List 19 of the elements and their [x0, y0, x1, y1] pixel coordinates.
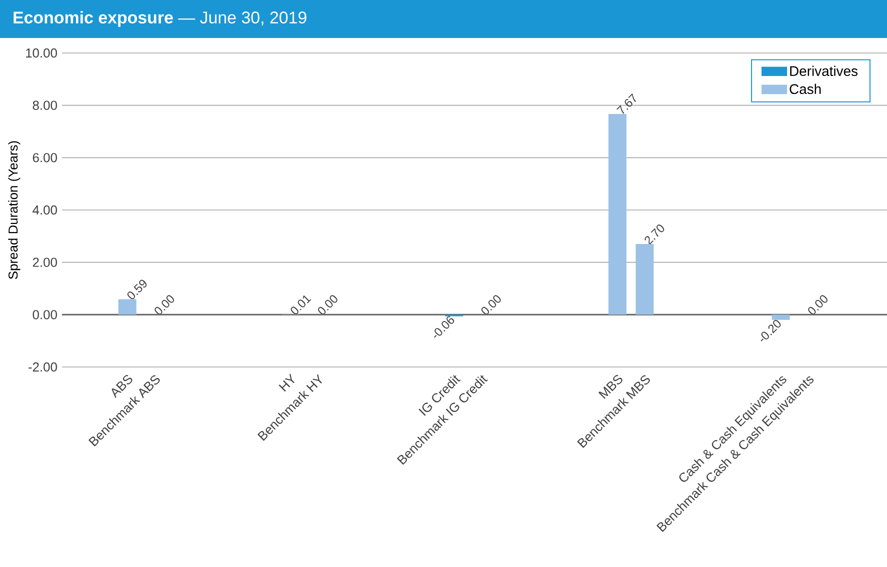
total-label: 0.00	[154, 295, 174, 315]
total-label: 2.70	[644, 224, 664, 245]
y-tick-label: -2.00	[28, 362, 57, 372]
total-label: 0.00	[808, 295, 828, 315]
y-tick-label: 2.00	[32, 258, 57, 267]
y-tick-label: 4.00	[32, 205, 57, 215]
total-label: 0.01	[290, 295, 312, 314]
total-label: 0.00	[481, 295, 501, 315]
y-tick-label: 10.00	[26, 48, 57, 58]
y-tick-label: 8.00	[32, 100, 57, 110]
chart-title: Economic exposure — June 30, 2019	[14, 11, 306, 27]
total-label: 0.00	[318, 295, 338, 315]
legend-label: Derivatives	[790, 66, 858, 76]
y-axis-title: Spread Duration (Years)	[8, 141, 20, 279]
y-tick-label: 0.00	[32, 310, 57, 320]
total-label: 0.59	[127, 280, 147, 300]
y-tick-label: 6.00	[32, 153, 57, 162]
legend-label: Cash	[790, 84, 821, 94]
x-tick-label: HY	[278, 374, 294, 392]
